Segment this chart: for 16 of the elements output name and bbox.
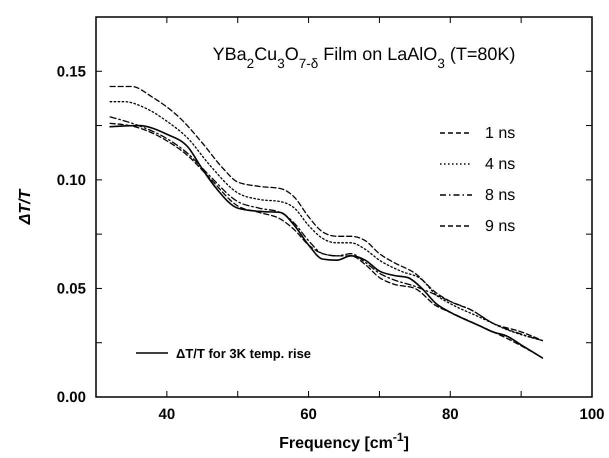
x-tick-label: 40 — [158, 406, 176, 423]
legend-label: 4 ns — [485, 156, 516, 173]
legend-label: 9 ns — [485, 218, 516, 235]
y-tick-label: 0.00 — [56, 389, 86, 406]
chart-title: YBa$_{2}$Cu$_{3}$O$_{7-δ}$ Film on LaAlO$_{3}$ (T=80K) — [212, 44, 516, 70]
y-tick-label: 0.05 — [56, 280, 86, 298]
legend-label: 8 ns — [485, 187, 516, 204]
legend-label: ΔT/T for 3K temp. rise — [176, 346, 312, 361]
y-tick-label: 0.10 — [56, 172, 86, 189]
y-tick-label: 0.15 — [56, 63, 86, 80]
x-axis-title: Frequency [cm$^{-1}$] — [279, 430, 409, 452]
x-tick-label: 80 — [442, 406, 459, 423]
x-tick-label: 100 — [579, 406, 605, 423]
x-tick-label: 60 — [300, 406, 317, 423]
legend-label: 1 ns — [485, 125, 516, 142]
y-axis-title: ΔT/T — [17, 188, 34, 226]
